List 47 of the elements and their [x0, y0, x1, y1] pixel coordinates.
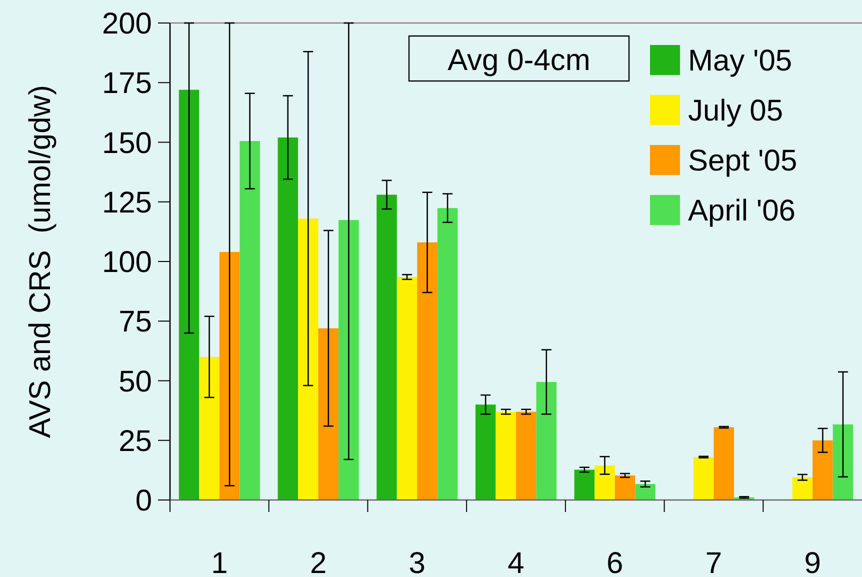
bar: [516, 412, 536, 500]
y-tick-label: 50: [118, 365, 152, 398]
x-tick-label: 7: [705, 547, 722, 577]
bar: [240, 141, 260, 500]
legend-label: July 05: [688, 94, 784, 128]
y-tick-label: 200: [102, 8, 152, 40]
bar: [635, 484, 656, 500]
y-tick-label: 100: [102, 246, 152, 279]
bar: [792, 477, 813, 500]
y-tick-label: 150: [102, 126, 152, 160]
bar: [278, 137, 298, 500]
y-tick-label: 75: [118, 306, 152, 339]
bar: [338, 220, 359, 500]
legend-label: May '05: [688, 44, 792, 78]
bar: [812, 440, 833, 500]
y-tick-label: 125: [102, 186, 152, 220]
legend-label: Sept '05: [688, 144, 798, 178]
bar: [417, 242, 438, 500]
y-tick-label: 0: [135, 484, 152, 518]
x-tick-label: 1: [211, 547, 228, 577]
bar: [594, 465, 615, 500]
bar: [614, 475, 636, 500]
bar: [693, 457, 714, 500]
y-axis-title: AVS and CRS (umol/gdw): [24, 85, 57, 438]
bar: [832, 424, 854, 500]
bar: [298, 218, 318, 500]
annotation: Avg 0-4cm: [448, 44, 590, 77]
bar: [318, 328, 339, 500]
bar: [376, 194, 397, 500]
y-tick-label: 175: [102, 67, 152, 100]
legend-label: April '06: [688, 194, 796, 228]
x-tick-label: 3: [408, 547, 426, 577]
bar: [396, 277, 418, 500]
bar: [536, 382, 557, 500]
x-tick-label: 4: [508, 547, 524, 577]
x-tick-label: 6: [606, 547, 624, 577]
bar: [437, 208, 458, 500]
bar: [496, 412, 516, 500]
bar: [475, 404, 496, 500]
bar: [178, 90, 200, 500]
bar: [199, 356, 220, 500]
bar: [714, 427, 734, 500]
bar: [219, 252, 240, 500]
x-tick-label: 9: [804, 547, 821, 577]
y-tick-label: 25: [118, 424, 152, 458]
x-tick-label: 2: [310, 547, 327, 577]
bar: [574, 470, 595, 500]
